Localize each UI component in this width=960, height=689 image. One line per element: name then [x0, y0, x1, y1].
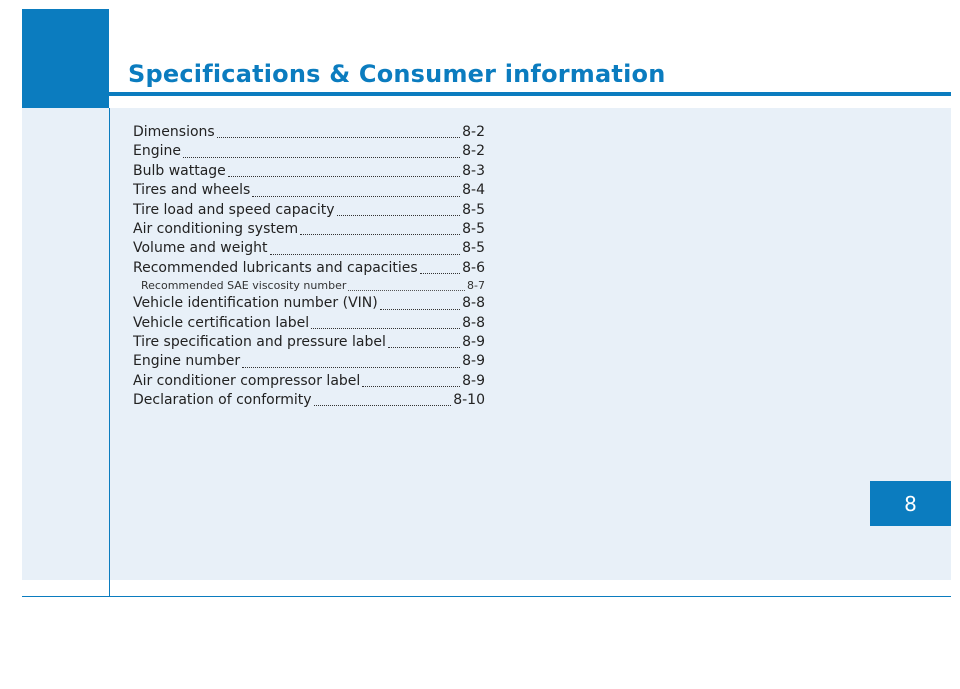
table-of-contents: Dimensions 8-2 Engine 8-2 Bulb wattage 8… — [133, 124, 485, 411]
toc-entry-page: 8-2 — [462, 124, 485, 140]
toc-entry-label: Declaration of conformity — [133, 392, 312, 409]
toc-entry-label: Engine — [133, 143, 181, 160]
dot-leader — [252, 195, 461, 197]
toc-entry-label: Air conditioner compressor label — [133, 372, 361, 389]
dot-leader — [269, 253, 461, 255]
toc-entry-page: 8-10 — [453, 392, 485, 409]
toc-entry-page: 8-5 — [462, 220, 485, 237]
dot-leader — [336, 214, 461, 216]
dot-leader — [387, 347, 461, 349]
dot-leader — [311, 327, 461, 329]
toc-entry-dimensions[interactable]: Dimensions 8-2 — [133, 124, 485, 143]
toc-entry-lubricants[interactable]: Recommended lubricants and capacities 8-… — [133, 260, 485, 279]
toc-entry-label: Vehicle certification label — [133, 314, 310, 331]
chapter-number: 8 — [904, 491, 917, 516]
toc-entry-page: 8-9 — [462, 333, 485, 350]
toc-entry-page: 8-9 — [462, 353, 485, 370]
dot-leader — [362, 386, 461, 388]
toc-entry-label: Tire specification and pressure label — [133, 333, 386, 350]
toc-entry-engine[interactable]: Engine 8-2 — [133, 143, 485, 162]
margin-divider-vertical — [109, 108, 110, 597]
page-title: Specifications & Consumer information — [128, 60, 666, 88]
toc-entry-air-conditioning[interactable]: Air conditioning system 8-5 — [133, 221, 485, 240]
toc-entry-page: 8-5 — [462, 201, 485, 218]
chapter-color-block — [22, 9, 109, 108]
toc-entry-vin[interactable]: Vehicle identification number (VIN) 8-8 — [133, 295, 485, 314]
dot-leader — [300, 234, 461, 236]
toc-entry-page: 8-4 — [462, 182, 485, 199]
toc-entry-tire-load-speed[interactable]: Tire load and speed capacity 8-5 — [133, 202, 485, 221]
toc-subentry-sae-viscosity[interactable]: Recommended SAE viscosity number 8-7 — [133, 279, 485, 295]
toc-entry-label: Vehicle identification number (VIN) — [133, 295, 378, 312]
dot-leader — [348, 290, 466, 292]
toc-entry-label: Bulb wattage — [133, 162, 226, 179]
toc-entry-label: Tire load and speed capacity — [133, 201, 335, 218]
dot-leader — [216, 137, 461, 139]
dot-leader — [419, 273, 461, 275]
toc-entry-label: Volume and weight — [133, 240, 268, 257]
toc-entry-page: 8-6 — [462, 259, 485, 276]
dot-leader — [182, 156, 461, 158]
toc-entry-ac-compressor-label[interactable]: Air conditioner compressor label 8-9 — [133, 373, 485, 392]
toc-entry-tire-pressure-label[interactable]: Tire specification and pressure label 8-… — [133, 334, 485, 353]
toc-entry-page: 8-3 — [462, 162, 485, 179]
toc-entry-label: Recommended lubricants and capacities — [133, 259, 418, 276]
dot-leader — [313, 405, 452, 407]
toc-entry-label: Recommended SAE viscosity number — [141, 279, 347, 293]
toc-entry-label: Air conditioning system — [133, 220, 299, 237]
toc-entry-label: Engine number — [133, 353, 241, 370]
toc-entry-page: 8-2 — [462, 143, 485, 160]
toc-entry-page: 8-7 — [467, 279, 485, 293]
toc-entry-page: 8-8 — [462, 295, 485, 312]
footer-divider — [22, 596, 951, 597]
toc-entry-certification-label[interactable]: Vehicle certification label 8-8 — [133, 315, 485, 334]
toc-entry-label: Tires and wheels — [133, 182, 251, 199]
dot-leader — [379, 308, 461, 310]
toc-entry-tires-and-wheels[interactable]: Tires and wheels 8-4 — [133, 182, 485, 201]
dot-leader — [227, 176, 461, 178]
title-underline — [109, 92, 951, 96]
toc-entry-page: 8-8 — [462, 314, 485, 331]
toc-entry-page: 8-5 — [462, 240, 485, 257]
toc-entry-page: 8-9 — [462, 372, 485, 389]
toc-entry-label: Dimensions — [133, 124, 215, 140]
chapter-number-tab[interactable]: 8 — [870, 481, 951, 526]
toc-entry-volume-weight[interactable]: Volume and weight 8-5 — [133, 240, 485, 259]
toc-entry-engine-number[interactable]: Engine number 8-9 — [133, 353, 485, 372]
toc-entry-declaration-conformity[interactable]: Declaration of conformity 8-10 — [133, 392, 485, 411]
content-panel — [22, 108, 951, 580]
dot-leader — [242, 366, 461, 368]
toc-entry-bulb-wattage[interactable]: Bulb wattage 8-3 — [133, 163, 485, 182]
